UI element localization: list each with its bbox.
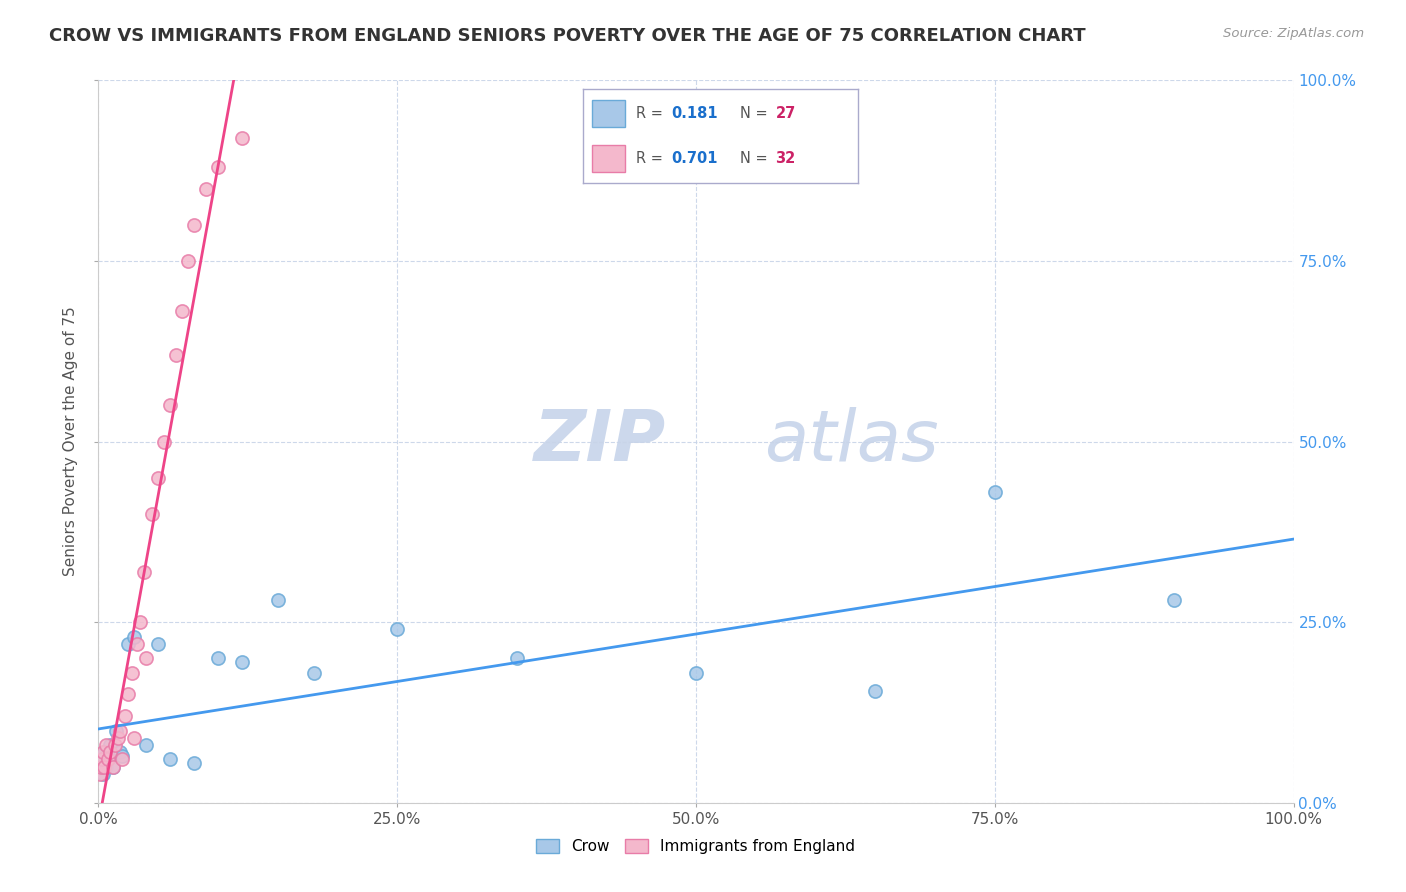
- Point: [506, 651, 529, 665]
- Text: Source: ZipAtlas.com: Source: ZipAtlas.com: [1223, 27, 1364, 40]
- Text: R =: R =: [636, 106, 662, 121]
- Point: [114, 709, 136, 723]
- Text: CROW VS IMMIGRANTS FROM ENGLAND SENIORS POVERTY OVER THE AGE OF 75 CORRELATION C: CROW VS IMMIGRANTS FROM ENGLAND SENIORS …: [49, 27, 1085, 45]
- Point: [98, 738, 122, 752]
- Point: [141, 507, 163, 521]
- Point: [132, 565, 155, 579]
- Point: [117, 687, 139, 701]
- Point: [159, 752, 181, 766]
- Y-axis label: Seniors Poverty Over the Age of 75: Seniors Poverty Over the Age of 75: [63, 307, 79, 576]
- Point: [865, 683, 887, 698]
- Point: [121, 665, 143, 680]
- Point: [195, 182, 218, 196]
- Point: [172, 304, 194, 318]
- Point: [91, 767, 114, 781]
- Point: [97, 752, 120, 766]
- Point: [302, 665, 325, 680]
- Point: [91, 752, 114, 766]
- Point: [153, 434, 176, 449]
- Bar: [592, 101, 624, 127]
- Point: [108, 723, 131, 738]
- Point: [108, 745, 131, 759]
- Point: [98, 745, 122, 759]
- Bar: [592, 145, 624, 171]
- Point: [90, 760, 112, 774]
- Text: ZIP: ZIP: [534, 407, 666, 476]
- Point: [89, 767, 111, 781]
- Point: [685, 665, 707, 680]
- Point: [1163, 593, 1185, 607]
- Point: [183, 756, 205, 770]
- Point: [124, 630, 146, 644]
- Point: [91, 745, 114, 759]
- Point: [148, 471, 170, 485]
- Point: [107, 731, 129, 745]
- Point: [93, 760, 115, 774]
- Text: N =: N =: [740, 106, 768, 121]
- Text: 27: 27: [776, 106, 796, 121]
- Text: atlas: atlas: [763, 407, 939, 476]
- Point: [101, 760, 124, 774]
- Point: [207, 651, 229, 665]
- Point: [111, 752, 134, 766]
- Point: [94, 760, 117, 774]
- Point: [111, 748, 134, 763]
- Text: R =: R =: [636, 151, 662, 166]
- Point: [129, 615, 152, 630]
- Point: [105, 723, 128, 738]
- Point: [984, 485, 1007, 500]
- Point: [91, 752, 114, 766]
- Point: [159, 398, 181, 412]
- Point: [231, 131, 253, 145]
- Point: [385, 623, 409, 637]
- Point: [148, 637, 170, 651]
- Point: [117, 637, 139, 651]
- Point: [104, 738, 127, 752]
- Point: [135, 651, 157, 665]
- Point: [165, 348, 187, 362]
- Point: [90, 760, 112, 774]
- Point: [135, 738, 157, 752]
- Point: [125, 637, 148, 651]
- Point: [207, 160, 229, 174]
- Point: [101, 760, 124, 774]
- Text: 0.181: 0.181: [671, 106, 718, 121]
- Point: [231, 655, 253, 669]
- Point: [97, 752, 120, 766]
- Text: N =: N =: [740, 151, 768, 166]
- Point: [183, 218, 205, 232]
- Point: [94, 738, 117, 752]
- Point: [124, 731, 146, 745]
- Text: 32: 32: [776, 151, 796, 166]
- Point: [93, 745, 115, 759]
- Point: [267, 593, 290, 607]
- Legend: Crow, Immigrants from England: Crow, Immigrants from England: [530, 833, 862, 860]
- Text: 0.701: 0.701: [671, 151, 717, 166]
- Point: [177, 253, 200, 268]
